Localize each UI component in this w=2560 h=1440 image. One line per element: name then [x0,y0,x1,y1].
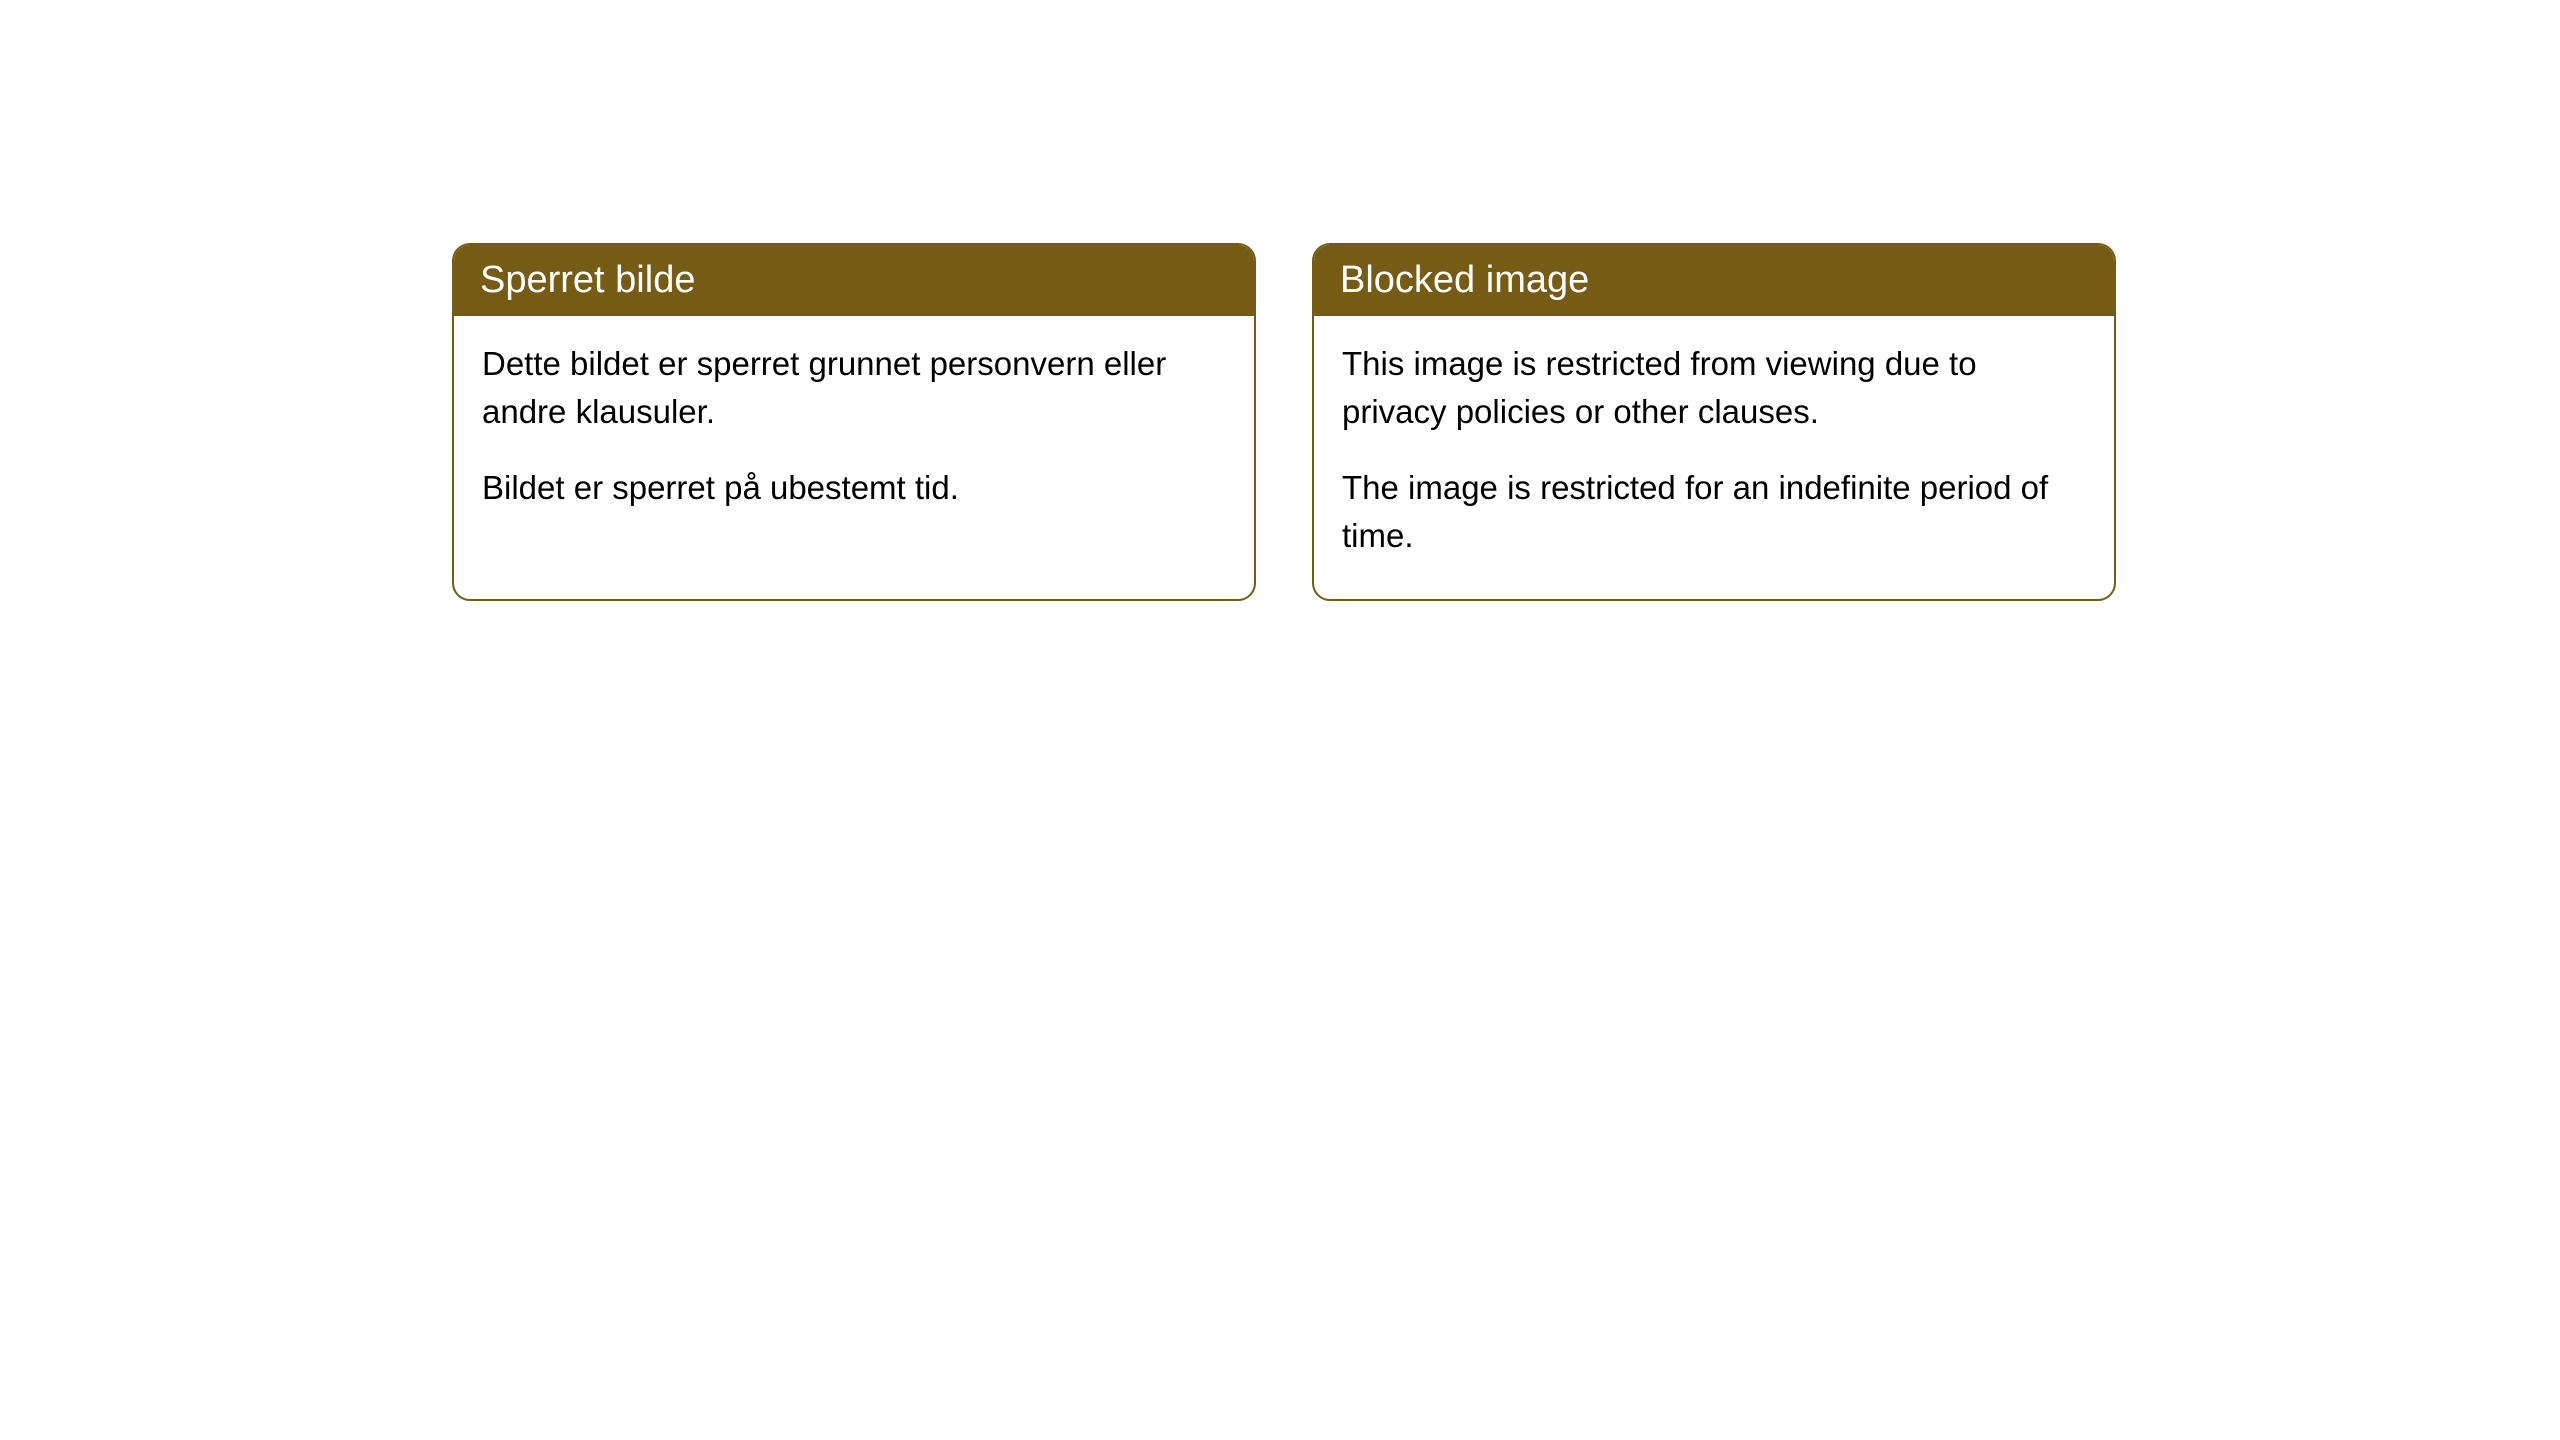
card-paragraph-2: The image is restricted for an indefinit… [1342,464,2086,560]
card-body: Dette bildet er sperret grunnet personve… [454,316,1254,552]
notice-cards-container: Sperret bilde Dette bildet er sperret gr… [452,243,2116,601]
blocked-image-card-english: Blocked image This image is restricted f… [1312,243,2116,601]
card-paragraph-2: Bildet er sperret på ubestemt tid. [482,464,1226,512]
card-paragraph-1: This image is restricted from viewing du… [1342,340,2086,436]
card-header: Sperret bilde [454,245,1254,316]
card-title: Sperret bilde [480,259,695,301]
blocked-image-card-norwegian: Sperret bilde Dette bildet er sperret gr… [452,243,1256,601]
card-paragraph-1: Dette bildet er sperret grunnet personve… [482,340,1226,436]
card-header: Blocked image [1314,245,2114,316]
card-title: Blocked image [1340,259,1589,301]
card-body: This image is restricted from viewing du… [1314,316,2114,599]
